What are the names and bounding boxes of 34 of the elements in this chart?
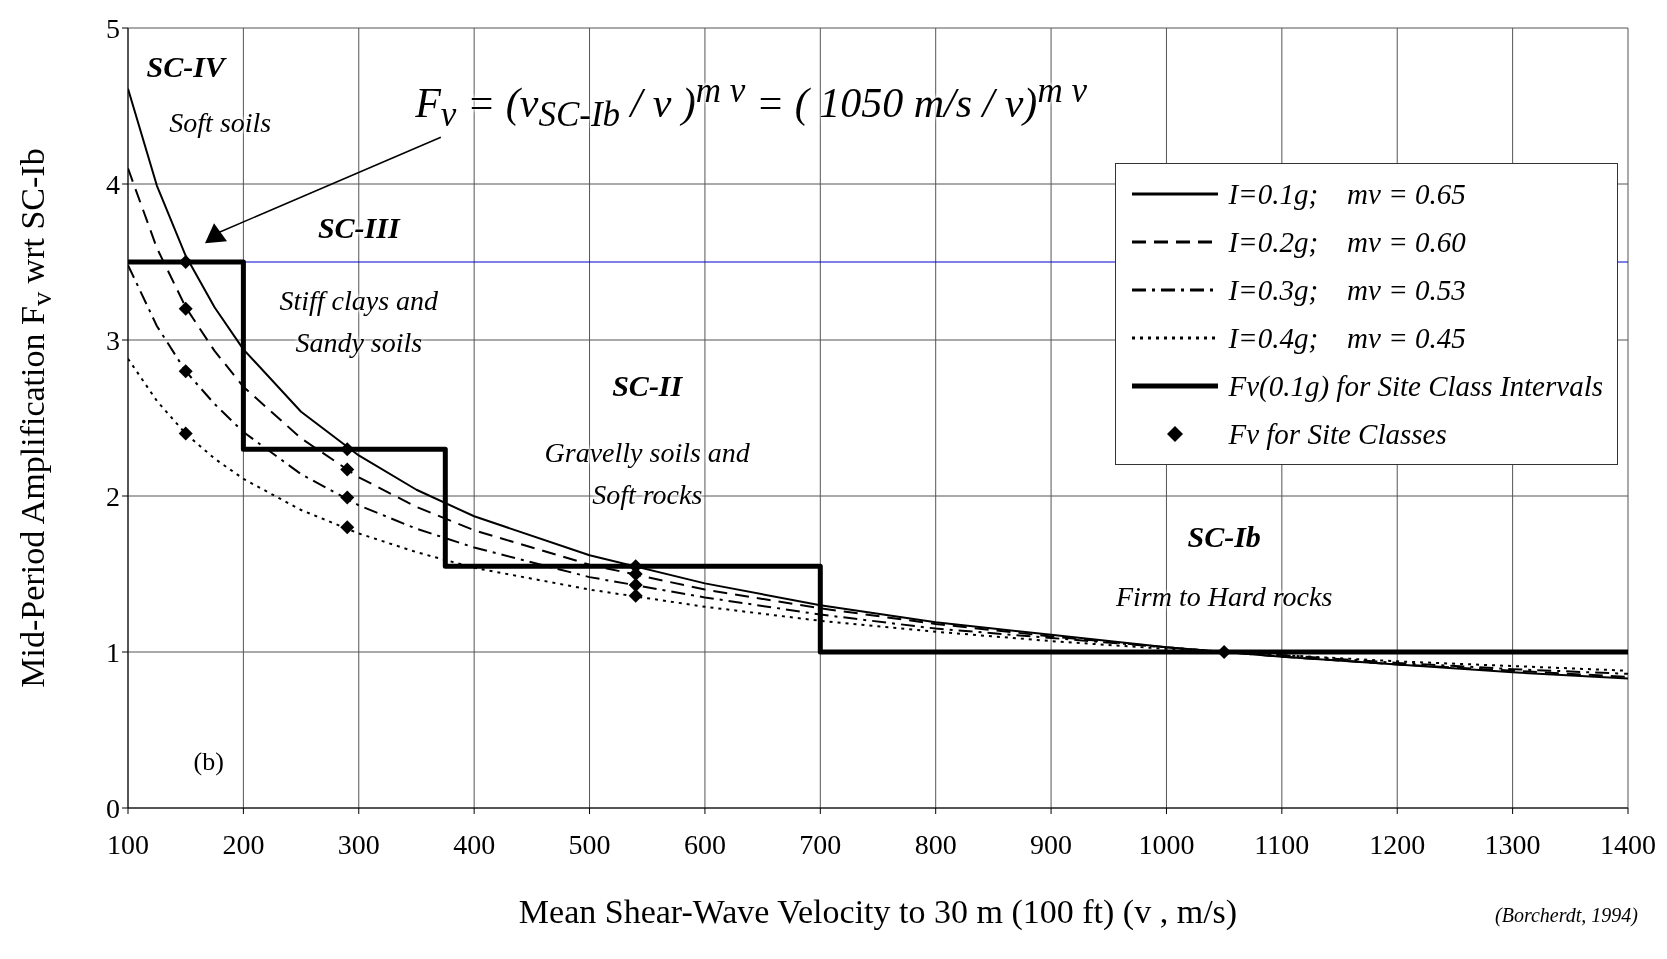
annotation: SC-III: [316, 210, 402, 246]
annotation: SC-Ib: [1186, 518, 1262, 555]
annotation: (b): [192, 746, 225, 779]
x-tick-label: 200: [222, 828, 265, 860]
y-tick-label: 2: [106, 480, 120, 512]
y-tick-label: 3: [106, 324, 120, 356]
annotation: SC-IV: [145, 49, 228, 86]
legend-label: I=0.1g; mv = 0.65: [1228, 177, 1466, 211]
x-tick-label: 700: [799, 828, 842, 860]
x-axis-title: Mean Shear-Wave Velocity to 30 m (100 ft) (v , m/s): [518, 893, 1238, 930]
legend-label: Fv(0.1g) for Site Class Intervals: [1228, 369, 1603, 403]
y-tick-label: 4: [106, 168, 120, 200]
legend-label: I=0.2g; mv = 0.60: [1228, 225, 1466, 259]
y-tick-label: 5: [106, 12, 120, 44]
annotation: SC-II: [611, 367, 684, 404]
x-tick-label: 600: [683, 828, 726, 860]
annotation: Stiff clays and Sandy soils: [278, 283, 440, 360]
text: (Borcherdt, 1994): [1495, 904, 1638, 927]
x-tick-label: 1300: [1484, 828, 1541, 860]
y-tick-label: 0: [106, 792, 120, 824]
x-tick-label: 800: [914, 828, 957, 860]
x-tick-label: 1000: [1138, 828, 1195, 860]
x-tick-label: 1400: [1600, 828, 1656, 860]
legend-label: I=0.3g; mv = 0.53: [1228, 273, 1466, 307]
x-tick-label: 1100: [1254, 828, 1310, 860]
x-tick-label: 500: [568, 828, 611, 860]
legend-label: Fv for Site Classes: [1228, 417, 1447, 451]
x-tick-label: 300: [337, 828, 380, 860]
legend-label: I=0.4g; mv = 0.45: [1228, 321, 1466, 355]
y-tick-label: 1: [106, 636, 120, 668]
x-tick-label: 900: [1030, 828, 1073, 860]
x-tick-label: 400: [453, 828, 496, 860]
x-tick-label: 1200: [1369, 828, 1426, 860]
x-tick-label: 100: [107, 828, 149, 860]
